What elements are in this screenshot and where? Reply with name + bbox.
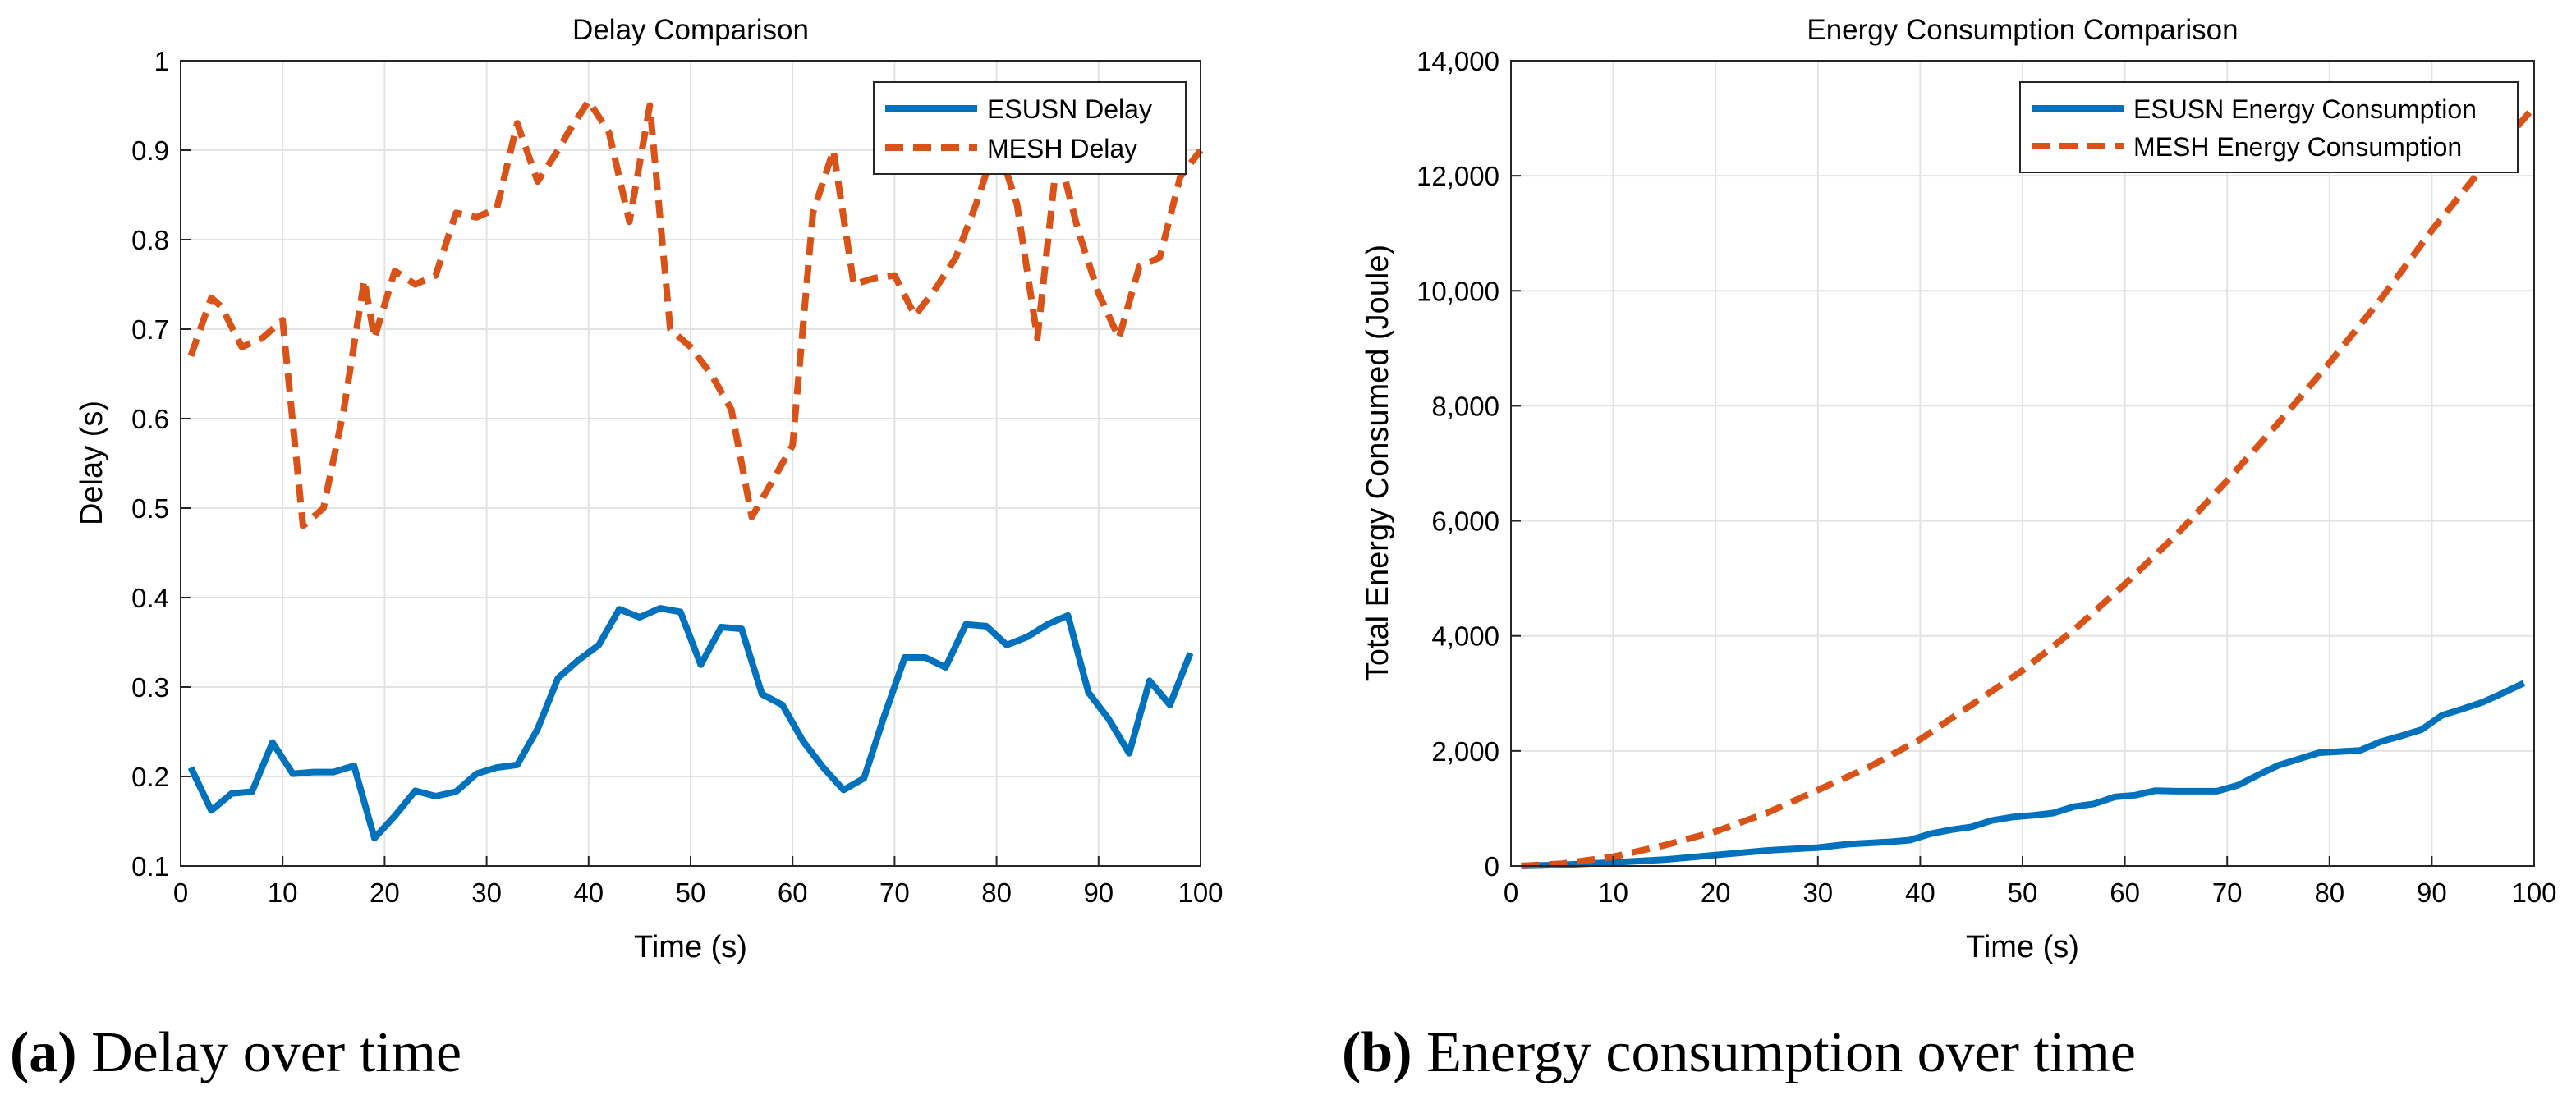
delay-series-line-mesh-delay [187, 98, 1204, 529]
energy-x-tick-label: 30 [1802, 877, 1833, 908]
delay-y-tick-label: 0.2 [131, 762, 169, 792]
energy-y-tick-label: 14,000 [1417, 46, 1499, 76]
delay-y-tick-label: 0.8 [131, 225, 169, 255]
delay-chart-legend: ESUSN Delay MESH Delay [873, 81, 1187, 175]
delay-chart-title: Delay Comparison [572, 14, 809, 46]
delay-chart-axis-ticks: 0 10 20 30 40 50 60 70 80 90 100 0.1 0.2 0.3 0.4 0.5 0.6… [131, 46, 1223, 908]
legend-label-esusn-energy: ESUSN Energy Consumption [2133, 94, 2477, 124]
energy-series-line-esusn-energy-consumption [1521, 680, 2526, 869]
energy-x-tick-label: 10 [1598, 877, 1628, 908]
delay-y-tick-label: 0.7 [131, 314, 169, 345]
energy-chart-y-axis-label: Total Energy Consumed (Joule) [1361, 245, 1395, 681]
delay-chart: 0 10 20 30 40 50 60 70 80 90 100 0.1 0.2 0.3 0.4 0.5 0.6… [75, 14, 1224, 964]
delay-x-tick-label: 30 [471, 877, 502, 908]
delay-x-tick-label: 50 [676, 877, 706, 908]
energy-series-line-mesh-energy-consumption [1521, 104, 2537, 869]
delay-chart-y-axis-label: Delay (s) [75, 401, 109, 525]
legend-label-mesh-delay: MESH Delay [987, 134, 1137, 163]
delay-chart-series [187, 98, 1204, 842]
energy-x-tick-label: 20 [1701, 877, 1731, 908]
energy-y-tick-label: 8,000 [1431, 391, 1499, 421]
delay-x-tick-label: 40 [573, 877, 604, 908]
delay-y-tick-label: 0.3 [131, 672, 169, 703]
delay-y-tick-label: 0.5 [131, 493, 169, 524]
delay-y-tick-label: 0.4 [131, 583, 169, 613]
energy-chart-legend-box [2019, 81, 2519, 173]
energy-x-tick-label: 60 [2110, 877, 2140, 908]
energy-y-tick-label: 0 [1485, 851, 1499, 882]
energy-x-tick-label: 0 [1504, 877, 1518, 908]
caption-a-text: Delay over time [77, 1021, 461, 1084]
energy-chart-axis-ticks: 0 10 20 30 40 50 60 70 80 90 100 0 2,000 4,000 6,000 8,… [1417, 46, 2556, 908]
caption-a-label: (a) [10, 1021, 77, 1084]
caption-b-text: Energy consumption over time [1412, 1021, 2136, 1084]
delay-x-tick-label: 70 [879, 877, 910, 908]
delay-y-tick-label: 0.6 [131, 404, 169, 434]
legend-label-esusn-delay: ESUSN Delay [987, 94, 1152, 124]
energy-chart-series [1521, 104, 2537, 869]
energy-y-tick-label: 12,000 [1417, 161, 1499, 191]
energy-y-tick-label: 2,000 [1431, 736, 1499, 767]
energy-y-tick-label: 10,000 [1417, 276, 1499, 306]
energy-x-tick-label: 40 [1905, 877, 1935, 908]
caption-b: (b) Energy consumption over time [1342, 1021, 2136, 1084]
energy-chart-title: Energy Consumption Comparison [1807, 14, 2238, 46]
delay-y-tick-label: 0.9 [131, 135, 169, 166]
delay-x-tick-label: 0 [173, 877, 188, 908]
delay-x-tick-label: 10 [268, 877, 298, 908]
delay-series-line-esusn-delay [187, 605, 1194, 842]
energy-x-tick-label: 100 [2511, 877, 2556, 908]
delay-y-tick-label: 1 [154, 46, 169, 76]
delay-chart-x-axis-label: Time (s) [634, 930, 747, 964]
energy-x-tick-label: 70 [2212, 877, 2243, 908]
energy-chart-legend: ESUSN Energy Consumption MESH Energy Con… [2019, 81, 2519, 173]
energy-x-tick-label: 80 [2314, 877, 2344, 908]
delay-chart-legend-box [873, 81, 1187, 175]
energy-chart-x-axis-label: Time (s) [1966, 930, 2079, 964]
delay-y-tick-label: 0.1 [131, 851, 169, 882]
energy-chart: 0 10 20 30 40 50 60 70 80 90 100 0 2,000 4,000 6,000 8,… [1361, 14, 2557, 964]
energy-x-tick-label: 90 [2417, 877, 2447, 908]
delay-x-tick-label: 90 [1083, 877, 1114, 908]
energy-y-tick-label: 4,000 [1431, 621, 1499, 652]
delay-x-tick-label: 100 [1178, 877, 1223, 908]
delay-x-tick-label: 20 [370, 877, 400, 908]
energy-x-tick-label: 50 [2008, 877, 2038, 908]
caption-b-label: (b) [1342, 1021, 1412, 1084]
energy-y-tick-label: 6,000 [1431, 506, 1499, 537]
legend-label-mesh-energy: MESH Energy Consumption [2133, 132, 2462, 162]
delay-x-tick-label: 60 [778, 877, 808, 908]
caption-a: (a) Delay over time [10, 1021, 461, 1084]
delay-x-tick-label: 80 [981, 877, 1012, 908]
